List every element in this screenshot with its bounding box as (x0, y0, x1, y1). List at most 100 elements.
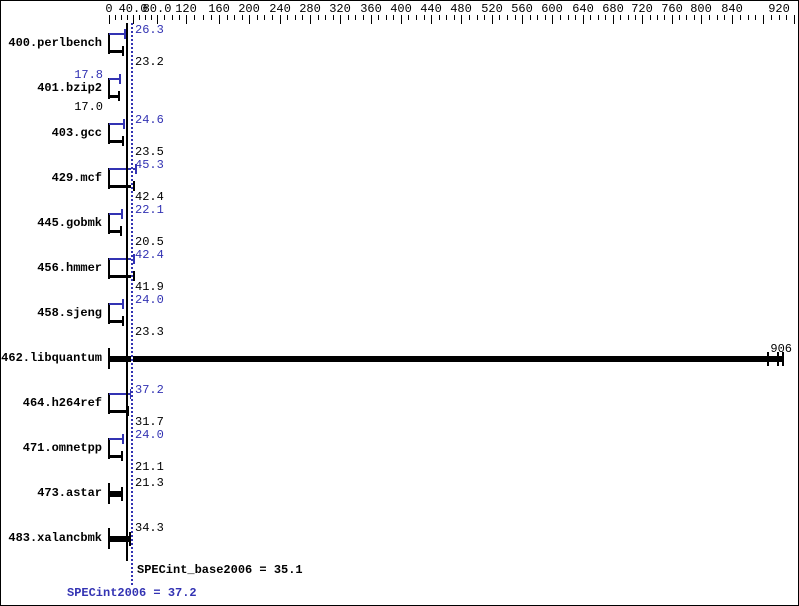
peak-bar (109, 258, 135, 260)
x-axis-tick (545, 15, 546, 20)
x-axis-tick (109, 15, 110, 24)
x-axis-tick-label: 840 (721, 2, 743, 16)
x-axis-tick (302, 15, 303, 20)
base-bar (109, 410, 129, 413)
benchmark-label: 403.gcc (51, 126, 102, 140)
x-axis-tick (363, 15, 364, 20)
benchmark-label: 400.perlbench (8, 36, 102, 50)
x-axis-tick (272, 15, 273, 20)
x-axis-tick (295, 15, 296, 20)
x-axis-tick (401, 15, 402, 24)
base-bar (109, 320, 123, 323)
x-axis-tick (431, 15, 432, 24)
x-axis-tick (164, 15, 165, 20)
base-bar (109, 50, 123, 53)
peak-mean-line (131, 23, 133, 585)
benchmark-label: 445.gobmk (37, 216, 102, 230)
peak-bar-end-cap (118, 74, 121, 84)
x-axis-tick (583, 15, 584, 24)
x-axis-tick (115, 15, 116, 20)
value-label: 34.3 (135, 521, 164, 535)
bar-start-cap (108, 393, 110, 414)
x-axis-tick (127, 15, 128, 20)
x-axis-tick (537, 15, 538, 20)
x-axis-tick (701, 15, 702, 24)
base-bar (109, 140, 124, 143)
x-axis-tick (257, 15, 258, 20)
x-axis-tick-label: 280 (299, 2, 321, 16)
x-axis-tick (794, 15, 795, 24)
x-axis-tick-label: 560 (511, 2, 533, 16)
peak-value-label: 24.0 (135, 293, 164, 307)
x-axis-tick (732, 15, 733, 24)
peak-bar-end-cap (122, 299, 125, 309)
x-axis-tick (552, 15, 553, 24)
x-axis-tick (530, 15, 531, 20)
base-value-label: 21.1 (135, 460, 164, 474)
x-axis-tick-label: 400 (390, 2, 412, 16)
base-bar-end-cap (127, 406, 130, 416)
x-axis-tick (664, 15, 665, 20)
x-axis-tick (416, 15, 417, 20)
base-mean-label: SPECint_base2006 = 35.1 (137, 563, 303, 577)
x-axis-tick (620, 15, 621, 20)
x-axis-tick (408, 15, 409, 20)
peak-value-label: 17.8 (74, 68, 103, 82)
x-axis-tick (635, 15, 636, 20)
x-axis-tick-label: 920 (768, 2, 790, 16)
peak-value-label: 45.3 (135, 158, 164, 172)
peak-bar (109, 213, 123, 215)
x-axis-tick (515, 15, 516, 20)
base-value-label: 23.5 (135, 145, 164, 159)
x-axis-tick (287, 15, 288, 20)
x-axis-tick (740, 15, 741, 20)
x-axis-tick (145, 15, 146, 20)
x-axis-tick (598, 15, 599, 20)
base-bar-end-cap (133, 181, 136, 191)
x-axis-tick-label: 720 (631, 2, 653, 16)
base-bar (109, 95, 120, 98)
peak-bar-end-cap (122, 434, 125, 444)
peak-bar (109, 78, 120, 80)
x-axis-tick (507, 15, 508, 20)
x-axis-tick (133, 15, 134, 24)
overlap-cap (766, 352, 769, 366)
x-axis-tick (568, 15, 569, 20)
bar-start-cap (108, 303, 110, 324)
x-axis-tick (522, 15, 523, 24)
x-axis-tick (325, 15, 326, 20)
x-axis-tick (172, 15, 173, 20)
x-axis-tick-label: 0 (105, 2, 113, 16)
x-axis-tick (242, 15, 243, 20)
bar-start-cap (108, 438, 110, 459)
x-axis-tick-label: 520 (481, 2, 503, 16)
x-axis-tick (194, 15, 195, 20)
x-axis-tick-label: 120 (175, 2, 197, 16)
peak-value-label: 22.1 (135, 203, 164, 217)
merged-bar (109, 356, 784, 362)
peak-bar-end-cap (121, 209, 124, 219)
base-value-label: 31.7 (135, 415, 164, 429)
peak-bar (109, 33, 125, 35)
base-bar (109, 455, 122, 458)
x-axis-tick (386, 15, 387, 20)
x-axis-tick (779, 15, 780, 20)
x-axis-tick-label: 320 (329, 2, 351, 16)
peak-bar (109, 438, 124, 440)
x-axis-tick (590, 15, 591, 20)
x-axis-tick (672, 15, 673, 24)
x-axis-tick (628, 15, 629, 20)
benchmark-label: 401.bzip2 (37, 81, 102, 95)
x-axis-tick (477, 15, 478, 20)
x-axis-tick (492, 15, 493, 24)
value-label: 906 (770, 342, 792, 356)
base-value-label: 41.9 (135, 280, 164, 294)
x-axis-tick (613, 15, 614, 24)
x-axis-tick (454, 15, 455, 20)
x-axis-tick (709, 15, 710, 20)
base-bar-end-cap (121, 46, 124, 56)
x-axis-tick (371, 15, 372, 24)
peak-bar (109, 168, 137, 170)
x-axis-tick (575, 15, 576, 20)
